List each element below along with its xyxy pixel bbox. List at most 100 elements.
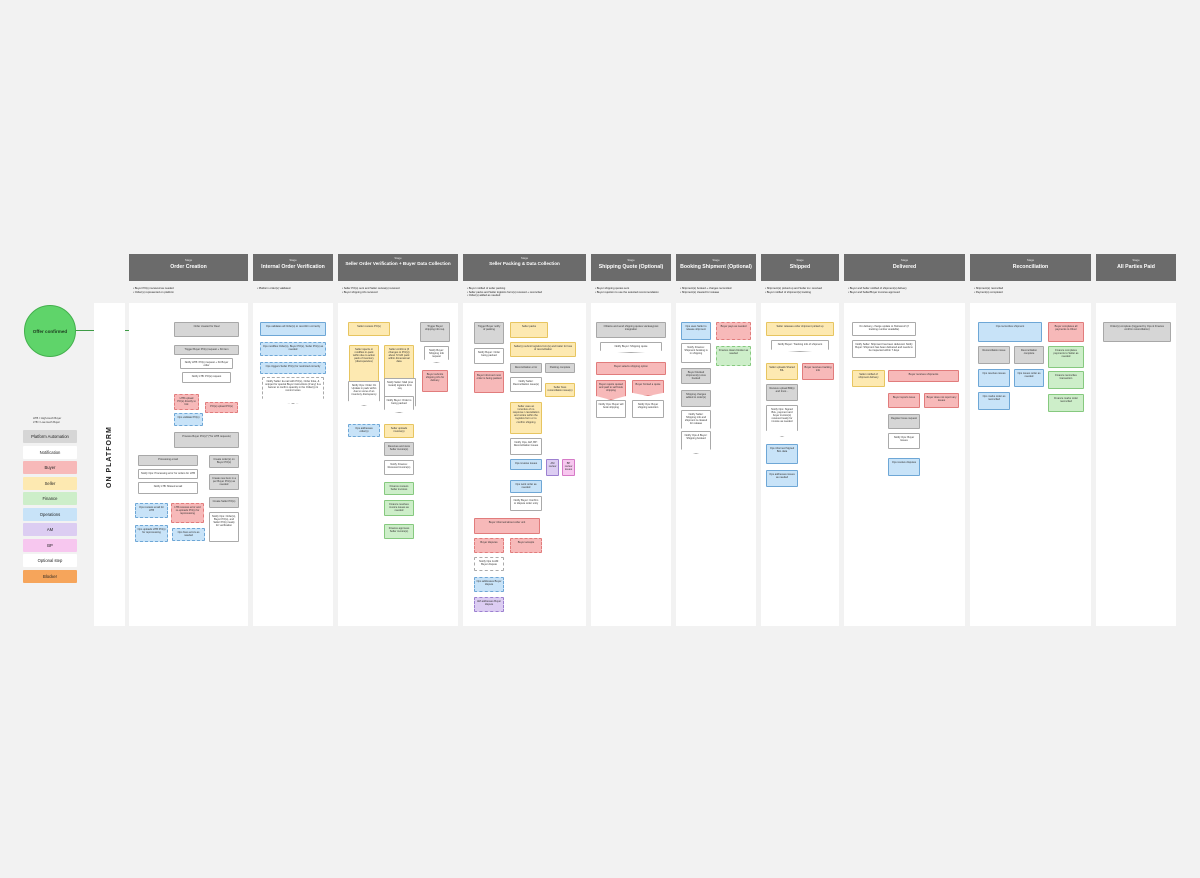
stage-header-all-parties-paid[interactable]: Stage All Parties Paid <box>1096 254 1176 281</box>
flow-node-grey[interactable]: Create Seller PO(s) <box>209 497 239 508</box>
flow-node-pink[interactable]: BP review issues <box>562 459 575 476</box>
flow-node-blue[interactable]: Ops reviews issues <box>510 459 542 470</box>
flow-node-red[interactable]: Buyer rejects quoted and paid to self bo… <box>596 380 626 400</box>
flow-node-grey[interactable]: Packing complete <box>545 363 575 373</box>
flow-node-blue[interactable]: Ops issues order as needed <box>1014 369 1044 387</box>
flow-node-red[interactable]: Buyer fronted a quote <box>632 380 664 396</box>
flow-node-red[interactable]: Buyer completes all payments to Oliver <box>1048 322 1084 342</box>
flow-node-green[interactable]: Finance resolves invoice issues as neede… <box>384 500 414 516</box>
flow-node-grey[interactable]: Create new item in a per Buyer PO(s) as … <box>209 474 239 490</box>
flow-node-red[interactable]: Buyer pays as needed <box>716 322 751 340</box>
flow-node-blue[interactable]: Ops addresses issues as needed <box>766 470 798 487</box>
flow-node-blue[interactable]: Ops reviews email for HTB <box>135 503 168 518</box>
flow-node-blue[interactable]: Ops reconciles shipment <box>978 322 1042 342</box>
flow-node-grey[interactable]: Receives and store Seller invoice(s) <box>384 442 414 456</box>
flow-node-yellow[interactable]: Seller reviews PO(s) <box>348 322 390 336</box>
flow-node-blue[interactable]: Ops fixes errors as needed <box>172 528 205 541</box>
flow-node-white[interactable]: Notify Seller: Reconciliation issue(s) <box>510 377 542 392</box>
flow-node-green[interactable]: Finance clears blocker as needed <box>716 346 751 366</box>
flow-node-yellow[interactable]: Seller packs <box>510 322 548 338</box>
flow-node-grey[interactable]: Trigger Buyer shipping info req. <box>420 322 450 342</box>
flow-node-red[interactable]: Buyer reports issue <box>888 393 920 408</box>
flow-node-grey[interactable]: Reconciliation issue <box>978 346 1010 364</box>
offer-confirmed-start-node[interactable]: Offer confirmed <box>24 305 76 357</box>
flow-node-white[interactable]: Notify Seller: Shipping info and shipmen… <box>681 410 711 433</box>
flow-node-white[interactable]: Notify HTB: PO(s) request + Kit Buyer or… <box>180 358 233 369</box>
flow-node-white[interactable]: Notify Buyer: Order being packed <box>474 348 504 364</box>
flow-node-grey[interactable]: Register Issue request <box>888 414 920 429</box>
flow-node-blue[interactable]: Ops addresses Buyer dispute <box>474 577 504 592</box>
stage-header-delivered[interactable]: Stage Delivered <box>844 254 965 281</box>
flow-node-white[interactable]: Notify Ops: Processing error for orders … <box>138 469 198 479</box>
flow-node-grey[interactable]: Shipping charges added to order(s) <box>681 390 711 407</box>
flow-node-white[interactable]: Notify Buyer: Order is being packed <box>384 396 414 413</box>
flow-node-green[interactable]: Finance marks order reconciled <box>1048 394 1084 412</box>
flow-node-white[interactable]: Notify Ops: Buyer will book shipping <box>596 400 626 418</box>
flow-node-white[interactable]: Notify Buyer: Shipping quote <box>600 342 662 353</box>
flow-node-yellow[interactable]: Seller notified of shipment delivery <box>852 370 885 387</box>
flow-node-grey[interactable]: Trigger Buyer PO(s) request + Kit item <box>174 345 239 355</box>
flow-node-white[interactable]: Notify Finance: Received invoice(s) <box>384 460 414 475</box>
flow-node-grey[interactable]: Receive upload Bill(s) and Invoi... <box>766 384 798 401</box>
flow-node-white[interactable]: Notify Ops, AM, BP: Reconciliation Issue… <box>510 438 542 455</box>
stage-header-seller-order-verification-buyer-data-collection[interactable]: Stage Seller Order Verification + Buyer D… <box>338 254 458 281</box>
flow-node-red[interactable]: Buyer receives tracking info <box>802 363 834 380</box>
flow-node-grey[interactable]: Order(s) complete (triggered by Ops & Fi… <box>1103 322 1171 342</box>
stage-header-order-creation[interactable]: Stage Order Creation <box>129 254 248 281</box>
flow-node-grey[interactable]: Buyer blocked shipment(s) once booked <box>681 368 711 384</box>
flow-node-white[interactable]: Notify Ops: Buyer shipping selection <box>632 400 664 418</box>
flow-node-red[interactable]: Buyer disputes <box>474 538 504 553</box>
flow-node-blue[interactable]: Ops modifies Order(s), Buyer PO(s), Sell… <box>260 342 326 356</box>
stage-header-internal-order-verification[interactable]: Stage Internal Order Verification <box>253 254 333 281</box>
flow-node-grey[interactable]: Processing email <box>138 455 198 466</box>
flow-node-blue[interactable]: Ops addresses order(s) <box>348 424 380 437</box>
flow-node-white[interactable]: Notify Ops: Order(s), Buyer PO(s), and S… <box>209 512 239 542</box>
flow-node-blue[interactable]: Ops marks order as reconciled <box>978 392 1010 410</box>
flow-node-red[interactable]: HTB upload PO(s) directly to link <box>174 394 199 410</box>
flow-node-grey[interactable]: Reconciliation error <box>510 363 542 373</box>
flow-node-blue[interactable]: Ops triggers Seller PO(s) for restricted… <box>260 362 326 374</box>
flow-node-white[interactable]: Notify Buyer: Shipping info request <box>424 346 449 363</box>
flow-node-yellow[interactable]: Seller releases order shipment picked up <box>766 322 834 336</box>
flow-node-red[interactable]: Buyer informed about order unit <box>474 518 540 534</box>
flow-node-yellow[interactable]: Seller fixes reconciliation issue(s) <box>545 383 575 397</box>
flow-node-blue[interactable]: Ops uses Seller to release shipment <box>681 322 711 340</box>
flow-node-white[interactable]: Notify LTB: Missed email <box>138 482 198 494</box>
flow-node-white[interactable]: Notify Buyer: Confirm or dispute order u… <box>510 496 542 511</box>
flow-node-yellow[interactable]: Seller uploads Shared BIL <box>766 363 798 380</box>
flow-node-white[interactable]: Notify Ops: Signed BoL, payment and buye… <box>766 405 798 437</box>
flow-node-grey[interactable]: Trigger Buyer notify of packing <box>474 322 504 344</box>
flow-node-purple[interactable]: AM addresses Buyer dispute <box>474 597 504 612</box>
stage-header-booking-shipment-optional[interactable]: Stage Booking Shipment (Optional) <box>676 254 756 281</box>
flow-node-blue[interactable]: Ops validate PO(s) <box>174 413 203 426</box>
flow-node-white[interactable]: Notify Ops & Buyer: Shipping booked <box>681 431 711 454</box>
flow-node-white[interactable]: Notify Finance: Shipment booking is in s… <box>681 343 711 363</box>
flow-node-red[interactable]: Buyer accepts <box>510 538 542 553</box>
flow-node-yellow[interactable]: Seller(s) submit logistics form(s) and t… <box>510 342 576 357</box>
flow-node-white[interactable]: Notify LTB: PO(s) request <box>182 372 231 383</box>
flow-node-red[interactable]: Buyer selects shipping option <box>596 362 666 375</box>
flow-node-blue[interactable]: Ops validates all Order(s) to reconfirm … <box>260 322 326 336</box>
flow-node-white[interactable]: Notify Ops: Order On Update in pack with… <box>348 381 380 406</box>
flow-node-red[interactable]: Buyer receives shipments <box>888 370 959 382</box>
flow-node-blue[interactable]: Ops uploads HTB PO(s) for reprocessing <box>135 525 168 542</box>
flow-node-blue[interactable]: Ops work order as needed <box>510 480 542 493</box>
stage-header-seller-packing-data-collection[interactable]: Stage Seller Packing & Data Collection <box>463 254 586 281</box>
flow-node-grey[interactable]: Process Buyer PO(s)* (*for HTB requests) <box>174 432 239 448</box>
flow-node-green[interactable]: Finance approves Seller invoice(s) <box>384 524 414 539</box>
flow-node-red[interactable]: Buyer does not report any issues <box>924 393 959 408</box>
flow-node-red[interactable]: Buyer informed most order is being packe… <box>474 371 504 393</box>
flow-node-white[interactable]: Notify Buyer: Tracking info of shipment <box>771 340 829 352</box>
flow-node-blue[interactable]: Ops informed Signed BoL data <box>766 444 798 464</box>
flow-node-grey[interactable]: Create order(s) on Buyer PO(s) <box>209 455 239 468</box>
flow-node-grey[interactable]: Obtains and send shipping quotes via Eas… <box>596 322 666 338</box>
flow-node-white[interactable]: Notify Ops & AM: Buyer dispute <box>474 557 504 571</box>
stage-header-shipping-quote-optional[interactable]: Stage Shipping Quote (Optional) <box>591 254 671 281</box>
flow-node-grey[interactable]: Reconciliation complete <box>1014 346 1044 364</box>
flow-node-purple[interactable]: AM review <box>546 459 559 476</box>
flow-node-white[interactable]: Notify Seller: Shipment has been deliver… <box>852 340 916 358</box>
flow-node-white[interactable]: Notify Seller: E-mail with PO(s), Order … <box>262 377 324 404</box>
flow-node-blue[interactable]: Ops resolves issues <box>978 369 1010 387</box>
flow-node-green[interactable]: Finance reviews Seller invoices <box>384 482 414 495</box>
stage-header-reconciliation[interactable]: Stage Reconciliation <box>970 254 1091 281</box>
